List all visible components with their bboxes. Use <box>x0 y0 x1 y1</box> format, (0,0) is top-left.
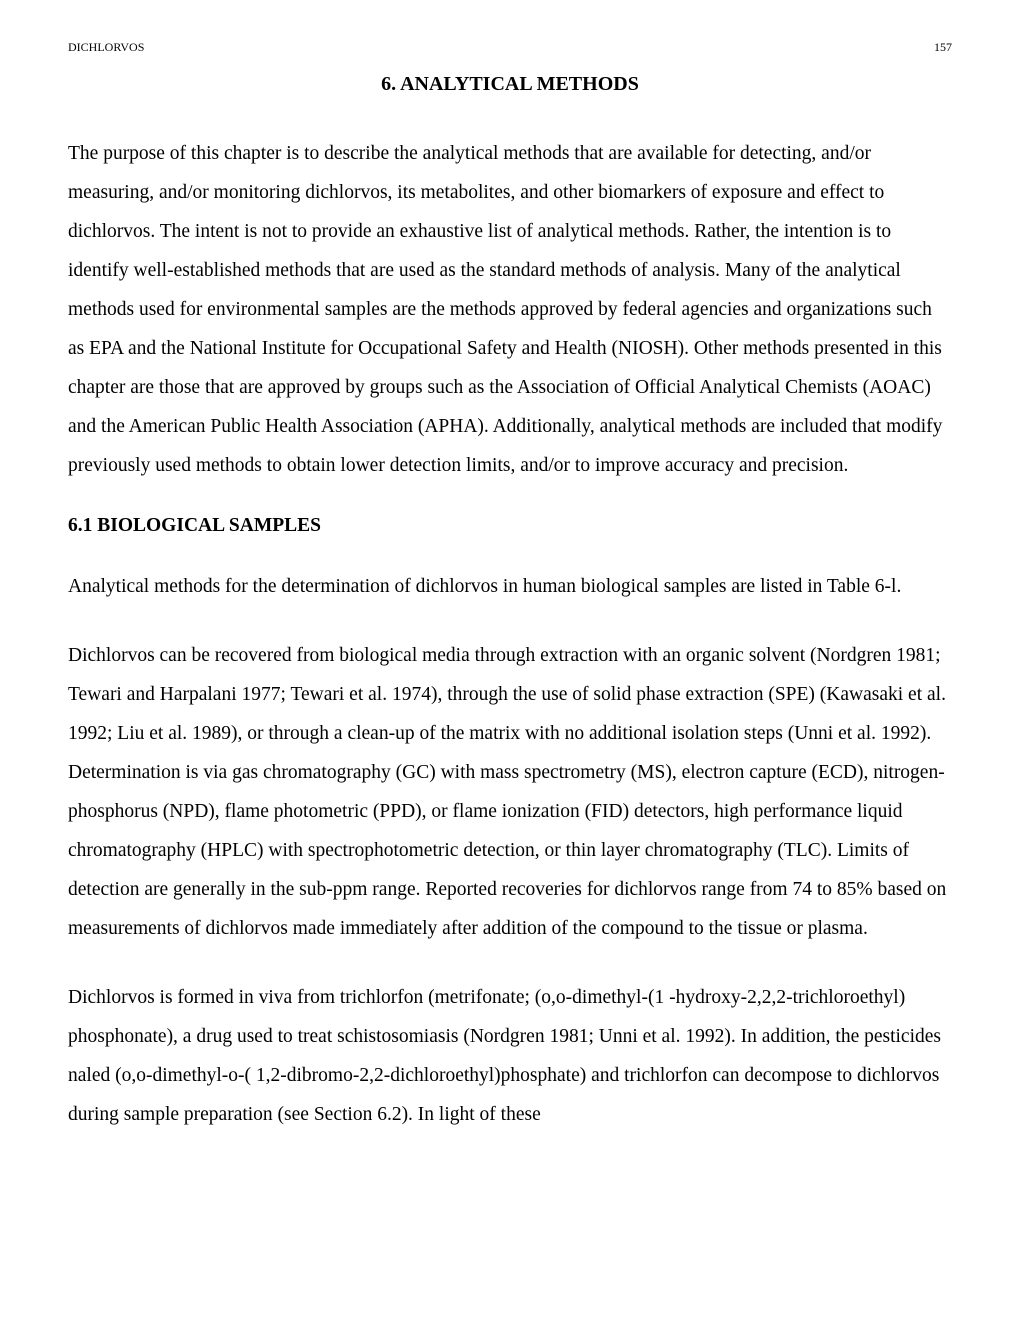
page-container: DICHLORVOS 157 6. ANALYTICAL METHODS The… <box>0 0 1020 1204</box>
paragraph-4: Dichlorvos is formed in viva from trichl… <box>68 978 952 1134</box>
header-left: DICHLORVOS <box>68 40 144 55</box>
paragraph-intro: The purpose of this chapter is to descri… <box>68 134 952 485</box>
chapter-title: 6. ANALYTICAL METHODS <box>68 73 952 96</box>
section-heading-6-1: 6.1 BIOLOGICAL SAMPLES <box>68 515 952 537</box>
header-page-number: 157 <box>934 40 952 55</box>
paragraph-3: Dichlorvos can be recovered from biologi… <box>68 636 952 948</box>
paragraph-2: Analytical methods for the determination… <box>68 567 952 606</box>
page-header: DICHLORVOS 157 <box>68 40 952 55</box>
